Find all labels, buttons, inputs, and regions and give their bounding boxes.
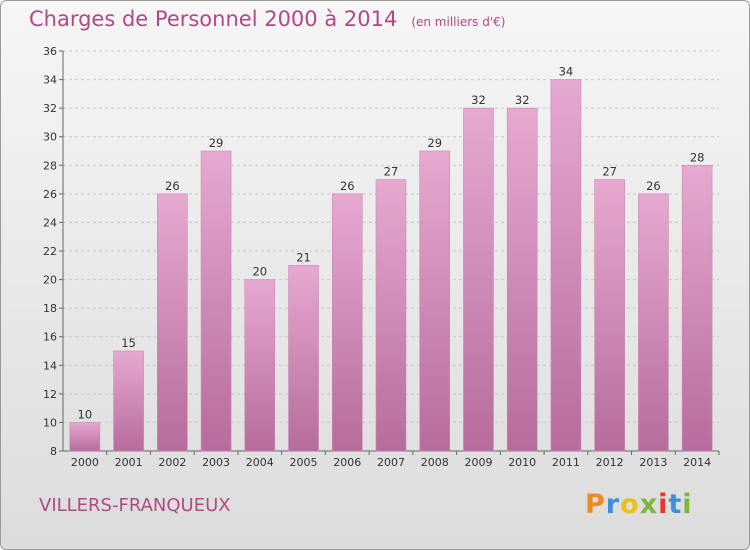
data-label: 20 [252, 265, 267, 279]
logo-letter: t [668, 489, 683, 520]
data-label: 26 [646, 179, 661, 193]
bar [113, 350, 144, 452]
y-tick-label: 10 [43, 416, 57, 429]
x-tick-label: 2014 [683, 456, 711, 469]
y-tick-label: 30 [43, 131, 57, 144]
data-labels: 10 15 26 29 20 21 26 27 29 32 32 34 27 26 28 [78, 65, 705, 422]
y-tick-label: 8 [50, 445, 57, 458]
data-label: 21 [296, 250, 311, 264]
x-tick-label: 2008 [421, 456, 449, 469]
y-tick-label: 24 [43, 216, 57, 229]
bar [638, 193, 669, 452]
chart-subtitle: (en milliers d'€) [411, 15, 506, 29]
bar [463, 107, 494, 452]
x-tick-label: 2013 [639, 456, 667, 469]
bar [288, 264, 319, 452]
proxiti-logo: Proxiti [585, 489, 693, 520]
data-label: 26 [340, 179, 355, 193]
bar [681, 164, 713, 452]
bar [244, 279, 276, 452]
y-tick-label: 28 [43, 159, 57, 172]
y-tick-label: 34 [43, 74, 57, 87]
y-tick-label: 22 [43, 245, 57, 258]
data-label: 32 [471, 93, 486, 107]
x-tick-labels: 2000 2001 2002 2003 2004 2005 2006 2007 2008 2009… [71, 451, 720, 469]
y-tick-label: 26 [43, 188, 57, 201]
data-label: 29 [427, 136, 442, 150]
y-tick-label: 36 [43, 45, 57, 58]
y-tick-labels: 8 10 12 14 16 18 20 22 24 26 28 30 32 34 36 [43, 45, 57, 458]
y-tick-label: 18 [43, 302, 57, 315]
bar [594, 179, 625, 452]
logo-letter: r [605, 489, 621, 520]
data-label: 28 [690, 150, 705, 164]
x-tick-label: 2003 [202, 456, 230, 469]
data-label: 29 [209, 136, 224, 150]
x-tick-label: 2010 [508, 456, 536, 469]
data-label: 10 [78, 407, 93, 421]
x-tick-label: 2000 [71, 456, 99, 469]
bar [69, 422, 101, 452]
logo-letter: x [639, 489, 659, 520]
x-tick-label: 2007 [377, 456, 405, 469]
data-label: 26 [165, 179, 180, 193]
data-label: 27 [602, 165, 617, 179]
bar [157, 193, 188, 452]
y-tick-label: 16 [43, 331, 57, 344]
x-tick-label: 2006 [333, 456, 361, 469]
logo-letter: i [682, 489, 693, 520]
x-tick-label: 2004 [246, 456, 274, 469]
town-name: VILLERS-FRANQUEUX [39, 495, 231, 516]
bar [375, 179, 407, 452]
bar [331, 193, 363, 452]
data-label: 27 [384, 165, 399, 179]
bar [550, 79, 582, 452]
logo-letter: P [585, 489, 606, 520]
bar [506, 107, 538, 452]
y-tick-label: 32 [43, 102, 57, 115]
y-tick-label: 12 [43, 388, 57, 401]
logo-letter: i [658, 489, 669, 520]
chart-title-text: Charges de Personnel 2000 à 2014 [29, 7, 398, 31]
data-label: 32 [515, 93, 530, 107]
logo-letter: o [620, 489, 640, 520]
bar [200, 150, 232, 452]
data-label: 34 [559, 65, 574, 79]
bar [419, 150, 451, 452]
chart-title: Charges de Personnel 2000 à 2014 (en mill… [29, 7, 505, 31]
x-tick-label: 2012 [596, 456, 624, 469]
x-tick-label: 2009 [464, 456, 492, 469]
x-tick-label: 2002 [158, 456, 186, 469]
x-tick-label: 2011 [552, 456, 580, 469]
y-tick-label: 20 [43, 274, 57, 287]
x-tick-label: 2001 [115, 456, 143, 469]
data-label: 15 [121, 336, 136, 350]
x-tick-label: 2005 [290, 456, 318, 469]
bars [69, 79, 713, 452]
y-tick-label: 14 [43, 359, 57, 372]
